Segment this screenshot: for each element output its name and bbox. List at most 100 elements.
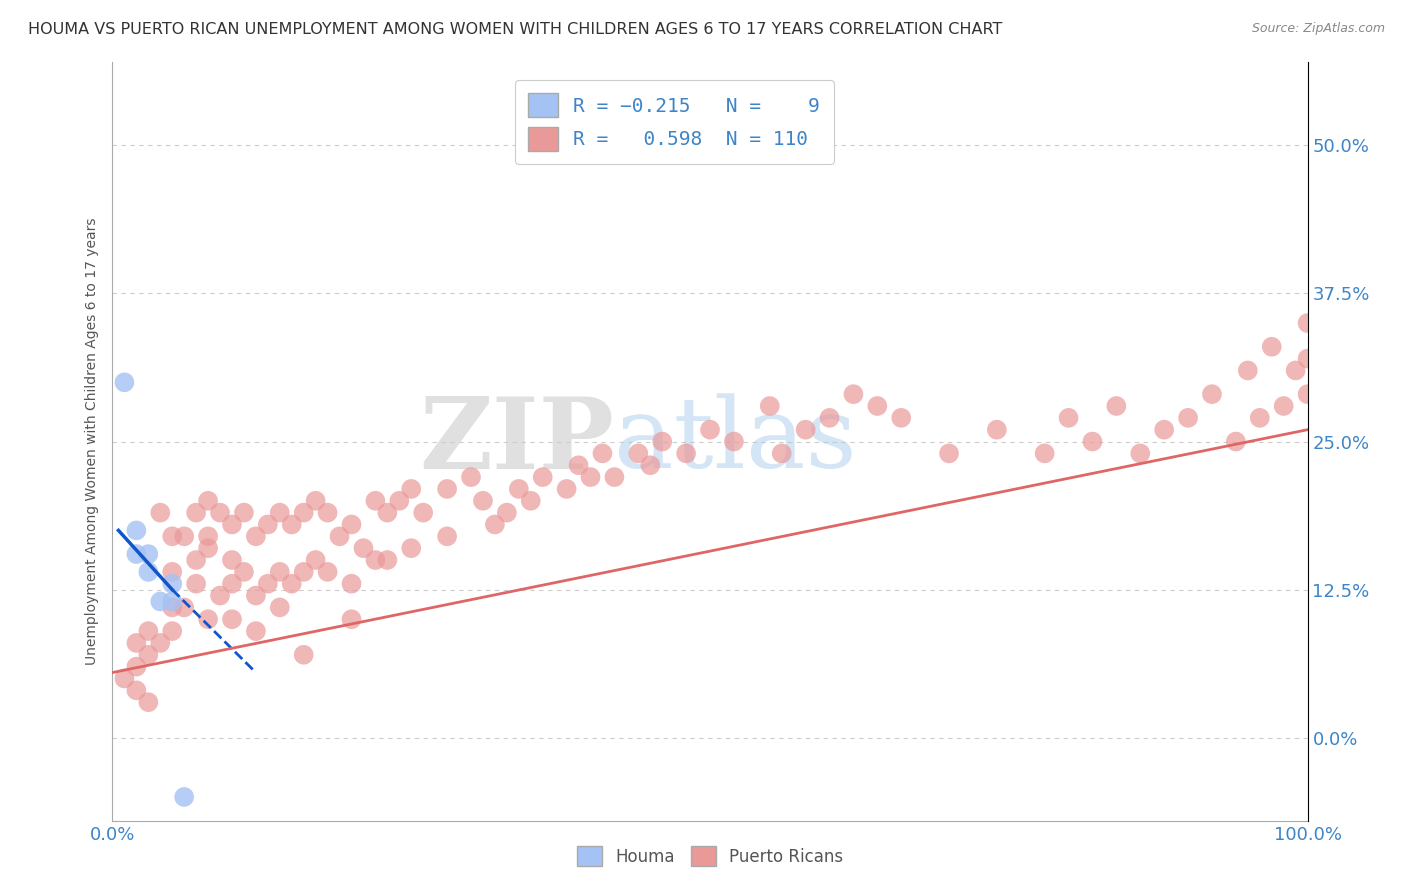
- Point: [329, 529, 352, 543]
- Point: [555, 482, 578, 496]
- Point: [125, 659, 148, 673]
- Point: [794, 423, 817, 437]
- Text: Source: ZipAtlas.com: Source: ZipAtlas.com: [1251, 22, 1385, 36]
- Text: ZIP: ZIP: [419, 393, 614, 490]
- Point: [162, 529, 183, 543]
- Point: [125, 683, 148, 698]
- Point: [401, 482, 423, 496]
- Point: [305, 553, 328, 567]
- Point: [531, 470, 554, 484]
- Point: [377, 506, 399, 520]
- Point: [125, 636, 148, 650]
- Point: [352, 541, 374, 556]
- Point: [138, 695, 160, 709]
- Point: [257, 517, 280, 532]
- Point: [138, 547, 160, 561]
- Point: [245, 624, 267, 639]
- Point: [173, 529, 195, 543]
- Point: [627, 446, 650, 460]
- Point: [162, 624, 183, 639]
- Point: [1225, 434, 1247, 449]
- Point: [1105, 399, 1128, 413]
- Point: [114, 376, 135, 390]
- Point: [568, 458, 591, 473]
- Text: atlas: atlas: [614, 393, 858, 490]
- Point: [162, 594, 183, 608]
- Point: [186, 553, 208, 567]
- Text: HOUMA VS PUERTO RICAN UNEMPLOYMENT AMONG WOMEN WITH CHILDREN AGES 6 TO 17 YEARS : HOUMA VS PUERTO RICAN UNEMPLOYMENT AMONG…: [28, 22, 1002, 37]
- Point: [1129, 446, 1152, 460]
- Point: [866, 399, 889, 413]
- Point: [281, 576, 304, 591]
- Point: [496, 506, 519, 520]
- Point: [1081, 434, 1104, 449]
- Point: [592, 446, 614, 460]
- Point: [209, 589, 232, 603]
- Point: [125, 524, 148, 538]
- Point: [1272, 399, 1295, 413]
- Point: [1201, 387, 1223, 401]
- Point: [1153, 423, 1175, 437]
- Point: [759, 399, 782, 413]
- Point: [292, 506, 315, 520]
- Point: [340, 576, 363, 591]
- Point: [340, 612, 363, 626]
- Point: [269, 506, 291, 520]
- Point: [233, 565, 256, 579]
- Point: [269, 565, 291, 579]
- Point: [412, 506, 434, 520]
- Point: [1296, 351, 1319, 366]
- Point: [520, 493, 543, 508]
- Point: [281, 517, 304, 532]
- Point: [138, 565, 160, 579]
- Point: [1285, 363, 1308, 377]
- Point: [699, 423, 721, 437]
- Point: [125, 547, 148, 561]
- Point: [675, 446, 697, 460]
- Point: [221, 517, 243, 532]
- Point: [1057, 410, 1080, 425]
- Point: [162, 576, 183, 591]
- Point: [149, 636, 172, 650]
- Point: [508, 482, 530, 496]
- Point: [173, 600, 195, 615]
- Point: [149, 506, 172, 520]
- Point: [138, 624, 160, 639]
- Point: [292, 648, 315, 662]
- Point: [651, 434, 673, 449]
- Point: [640, 458, 662, 473]
- Point: [1261, 340, 1284, 354]
- Point: [364, 553, 387, 567]
- Point: [1296, 387, 1319, 401]
- Point: [1296, 316, 1319, 330]
- Point: [436, 529, 458, 543]
- Point: [1033, 446, 1056, 460]
- Point: [209, 506, 232, 520]
- Point: [114, 672, 135, 686]
- Point: [269, 600, 291, 615]
- Point: [197, 529, 219, 543]
- Point: [305, 493, 328, 508]
- Point: [401, 541, 423, 556]
- Point: [890, 410, 912, 425]
- Point: [245, 529, 267, 543]
- Point: [986, 423, 1008, 437]
- Point: [186, 506, 208, 520]
- Point: [138, 648, 160, 662]
- Point: [1177, 410, 1199, 425]
- Point: [257, 576, 280, 591]
- Point: [377, 553, 399, 567]
- Point: [579, 470, 602, 484]
- Y-axis label: Unemployment Among Women with Children Ages 6 to 17 years: Unemployment Among Women with Children A…: [86, 218, 100, 665]
- Point: [842, 387, 865, 401]
- Point: [233, 506, 256, 520]
- Point: [603, 470, 626, 484]
- Point: [162, 565, 183, 579]
- Point: [197, 541, 219, 556]
- Point: [316, 565, 339, 579]
- Point: [186, 576, 208, 591]
- Point: [460, 470, 482, 484]
- Point: [221, 576, 243, 591]
- Point: [818, 410, 841, 425]
- Point: [197, 493, 219, 508]
